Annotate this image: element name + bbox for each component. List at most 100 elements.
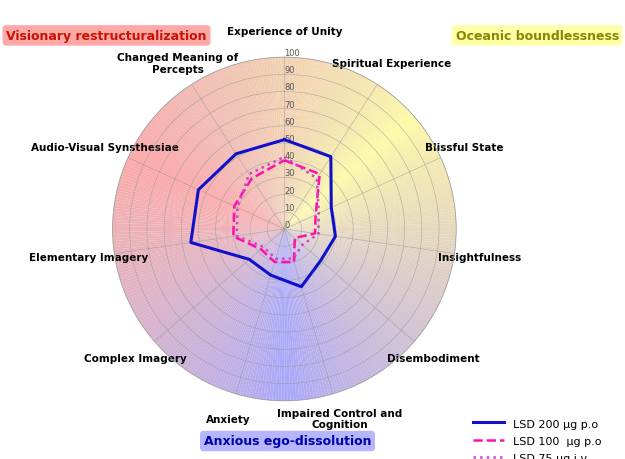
Polygon shape — [284, 67, 343, 230]
Polygon shape — [284, 108, 408, 230]
Polygon shape — [284, 230, 354, 387]
Polygon shape — [284, 63, 329, 230]
Polygon shape — [121, 174, 284, 230]
Polygon shape — [284, 230, 311, 399]
Polygon shape — [188, 86, 284, 230]
Polygon shape — [147, 230, 284, 335]
Polygon shape — [284, 230, 410, 349]
Polygon shape — [284, 117, 416, 230]
Polygon shape — [284, 58, 299, 230]
Polygon shape — [167, 102, 284, 230]
Polygon shape — [284, 168, 446, 230]
Polygon shape — [209, 74, 284, 230]
LSD 200 μg p.o — [317, 258, 324, 264]
Polygon shape — [284, 87, 383, 230]
Polygon shape — [206, 75, 284, 230]
Polygon shape — [284, 230, 456, 245]
Polygon shape — [284, 230, 433, 318]
Polygon shape — [269, 230, 284, 401]
Polygon shape — [112, 220, 284, 230]
Polygon shape — [272, 58, 284, 230]
LSD 200 μg p.o — [327, 155, 334, 160]
Polygon shape — [212, 73, 284, 229]
Polygon shape — [284, 230, 308, 400]
Polygon shape — [126, 230, 284, 299]
LSD 75 μg i.v. — [289, 257, 297, 262]
Polygon shape — [284, 78, 368, 229]
Polygon shape — [284, 230, 368, 381]
Polygon shape — [122, 171, 284, 230]
LSD 100  μg p.o — [311, 231, 319, 237]
Polygon shape — [284, 83, 376, 230]
Polygon shape — [152, 230, 284, 342]
Polygon shape — [284, 124, 422, 230]
Polygon shape — [284, 230, 414, 344]
Polygon shape — [284, 191, 452, 230]
Polygon shape — [112, 226, 284, 230]
Polygon shape — [284, 144, 435, 230]
Polygon shape — [284, 77, 365, 230]
Polygon shape — [284, 112, 412, 230]
Polygon shape — [284, 230, 299, 401]
LSD 100  μg p.o — [248, 176, 256, 182]
Polygon shape — [139, 230, 284, 323]
Polygon shape — [284, 230, 386, 370]
Polygon shape — [284, 188, 452, 230]
Polygon shape — [206, 230, 284, 384]
Polygon shape — [125, 162, 284, 230]
Polygon shape — [281, 230, 284, 401]
Polygon shape — [284, 177, 449, 230]
Polygon shape — [284, 61, 317, 230]
Polygon shape — [181, 91, 284, 230]
LSD 75 μg i.v. — [315, 211, 322, 217]
Polygon shape — [284, 197, 454, 230]
Polygon shape — [191, 84, 284, 230]
Polygon shape — [117, 188, 284, 230]
Polygon shape — [284, 182, 451, 230]
Polygon shape — [122, 230, 284, 288]
Legend: LSD 200 μg p.o, LSD 100  μg p.o, LSD 75 μg i.v.: LSD 200 μg p.o, LSD 100 μg p.o, LSD 75 μ… — [469, 414, 606, 459]
Polygon shape — [284, 230, 362, 384]
Polygon shape — [116, 230, 284, 265]
Polygon shape — [284, 84, 378, 230]
Polygon shape — [266, 230, 284, 400]
Polygon shape — [284, 146, 436, 230]
Polygon shape — [284, 230, 402, 357]
Polygon shape — [112, 230, 284, 241]
Polygon shape — [220, 230, 284, 390]
Polygon shape — [116, 191, 284, 230]
Polygon shape — [125, 230, 284, 297]
Polygon shape — [139, 136, 284, 230]
Polygon shape — [131, 230, 284, 310]
Polygon shape — [284, 230, 343, 392]
Polygon shape — [284, 230, 445, 294]
Polygon shape — [220, 69, 284, 230]
Polygon shape — [201, 78, 284, 229]
Polygon shape — [284, 58, 293, 230]
Polygon shape — [284, 230, 399, 359]
Polygon shape — [120, 230, 284, 282]
Polygon shape — [284, 230, 422, 335]
Polygon shape — [284, 122, 420, 230]
Polygon shape — [284, 86, 381, 230]
Polygon shape — [284, 230, 404, 355]
LSD 200 μg p.o — [298, 284, 305, 290]
Polygon shape — [226, 67, 284, 230]
Polygon shape — [186, 230, 284, 372]
Polygon shape — [284, 208, 455, 230]
Polygon shape — [284, 62, 323, 230]
LSD 75 μg i.v. — [260, 245, 268, 250]
Polygon shape — [114, 200, 284, 230]
Line: LSD 100  μg p.o: LSD 100 μg p.o — [233, 161, 319, 263]
Polygon shape — [284, 230, 306, 400]
Polygon shape — [144, 230, 284, 330]
Polygon shape — [134, 230, 284, 315]
LSD 75 μg i.v. — [299, 242, 306, 248]
LSD 200 μg p.o — [267, 273, 274, 278]
Polygon shape — [217, 71, 284, 230]
Polygon shape — [186, 87, 284, 230]
Polygon shape — [284, 61, 320, 230]
Polygon shape — [284, 157, 441, 230]
Text: Visionary restructuralization: Visionary restructuralization — [6, 30, 207, 43]
Polygon shape — [237, 64, 284, 230]
